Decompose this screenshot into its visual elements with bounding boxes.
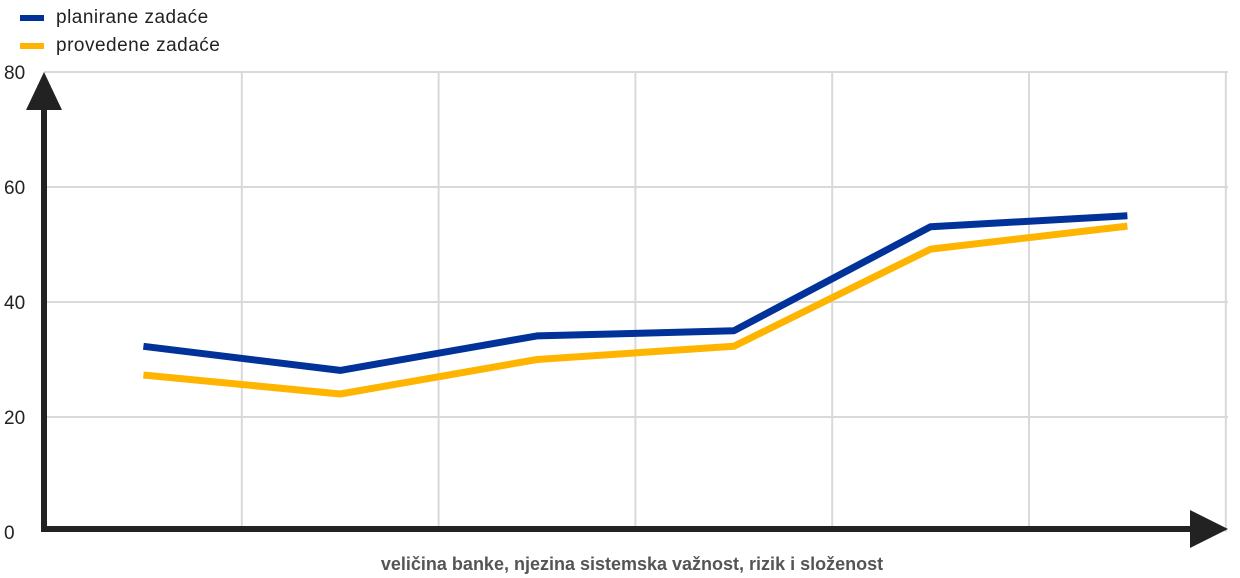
legend-label-conducted: provedene zadaće bbox=[56, 35, 221, 56]
legend-item-planned: planirane zadaće bbox=[20, 4, 220, 32]
y-tick-label: 60 bbox=[4, 178, 25, 199]
series-line-0 bbox=[142, 212, 1128, 374]
legend-swatch-conducted bbox=[20, 43, 44, 49]
y-tick-label: 80 bbox=[4, 63, 25, 84]
x-axis-arrow bbox=[1190, 510, 1228, 548]
axes bbox=[26, 72, 1228, 548]
y-tick-labels: 0 20 40 60 80 bbox=[4, 63, 25, 544]
legend-item-conducted: provedene zadaće bbox=[20, 32, 220, 60]
y-tick-label: 20 bbox=[4, 408, 25, 429]
series-line-1 bbox=[143, 222, 1128, 398]
y-tick-label: 40 bbox=[4, 293, 25, 314]
y-axis-arrow bbox=[26, 72, 62, 110]
legend-swatch-planned bbox=[20, 15, 44, 21]
series-lines bbox=[142, 212, 1128, 398]
x-axis-label: veličina banke, njezina sistemska važnos… bbox=[381, 554, 883, 574]
y-tick-label: 0 bbox=[4, 523, 15, 544]
grid bbox=[44, 71, 1228, 532]
legend-label-planned: planirane zadaće bbox=[56, 7, 209, 28]
legend: planirane zadaće provedene zadaće bbox=[20, 4, 220, 60]
